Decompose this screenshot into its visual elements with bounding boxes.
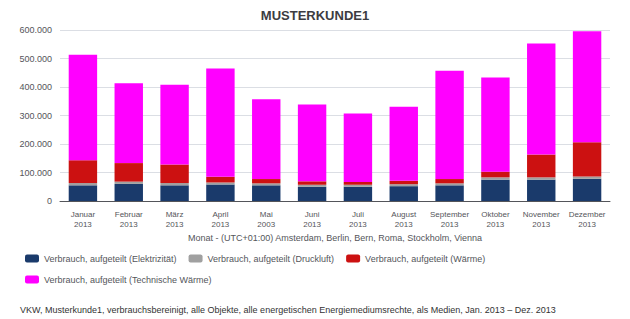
svg-text:Juli: Juli <box>352 210 364 219</box>
svg-text:2013: 2013 <box>532 220 550 229</box>
svg-text:600.000: 600.000 <box>19 25 52 35</box>
svg-text:100.000: 100.000 <box>19 168 52 178</box>
svg-text:MUSTERKUNDE1: MUSTERKUNDE1 <box>261 8 369 23</box>
svg-text:Verbrauch, aufgeteilt (Elektri: Verbrauch, aufgeteilt (Elektrizität) <box>44 254 177 264</box>
svg-text:März: März <box>166 210 184 219</box>
svg-text:2013: 2013 <box>395 220 413 229</box>
svg-text:500.000: 500.000 <box>19 54 52 64</box>
svg-text:400.000: 400.000 <box>19 82 52 92</box>
svg-text:Verbrauch, aufgeteilt (Drucklu: Verbrauch, aufgeteilt (Druckluft) <box>208 254 335 264</box>
svg-text:August: August <box>391 210 417 219</box>
svg-text:2013: 2013 <box>349 220 367 229</box>
svg-text:Februar: Februar <box>115 210 143 219</box>
svg-text:200.000: 200.000 <box>19 139 52 149</box>
svg-text:April: April <box>212 210 228 219</box>
svg-text:300.000: 300.000 <box>19 111 52 121</box>
svg-text:2013: 2013 <box>120 220 138 229</box>
svg-text:2013: 2013 <box>212 220 230 229</box>
svg-text:Januar: Januar <box>71 210 96 219</box>
svg-text:2013: 2013 <box>441 220 459 229</box>
svg-text:November: November <box>523 210 560 219</box>
svg-text:2003: 2003 <box>257 220 275 229</box>
svg-text:Verbrauch, aufgeteilt (Technis: Verbrauch, aufgeteilt (Technische Wärme) <box>44 275 212 285</box>
svg-text:Juni: Juni <box>305 210 320 219</box>
svg-text:2013: 2013 <box>487 220 505 229</box>
svg-text:2013: 2013 <box>74 220 92 229</box>
svg-text:Mai: Mai <box>260 210 273 219</box>
svg-text:September: September <box>430 210 469 219</box>
svg-text:2013: 2013 <box>166 220 184 229</box>
svg-text:Verbrauch, aufgeteilt (Wärme): Verbrauch, aufgeteilt (Wärme) <box>365 254 485 264</box>
svg-text:0: 0 <box>47 196 52 206</box>
svg-text:2013: 2013 <box>578 220 596 229</box>
svg-text:Dezember: Dezember <box>569 210 606 219</box>
svg-text:2013: 2013 <box>303 220 321 229</box>
svg-text:Oktober: Oktober <box>481 210 510 219</box>
svg-text:VKW, Musterkunde1, verbrauchsb: VKW, Musterkunde1, verbrauchsbereinigt, … <box>20 305 556 315</box>
svg-text:Monat - (UTC+01:00) Amsterdam,: Monat - (UTC+01:00) Amsterdam, Berlin, B… <box>188 233 482 243</box>
